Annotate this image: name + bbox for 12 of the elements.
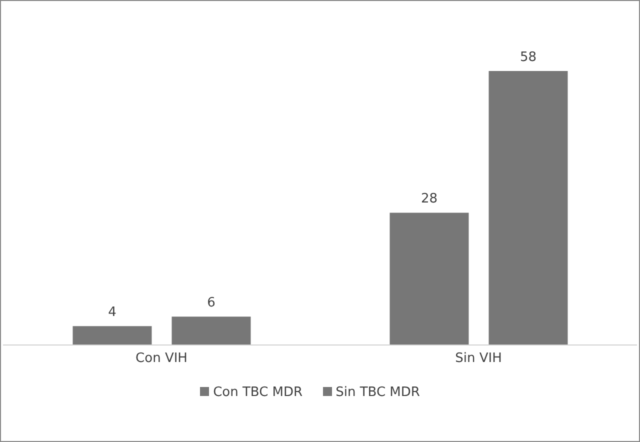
- bar: [172, 316, 251, 345]
- legend-label: Sin TBC MDR: [336, 385, 420, 400]
- data-label: 28: [420, 192, 438, 207]
- bar: [72, 326, 152, 345]
- bar: [488, 71, 568, 345]
- data-label: 4: [108, 305, 116, 320]
- x-tick-label: Sin VIH: [455, 351, 502, 366]
- data-label: 6: [207, 296, 216, 311]
- legend-label: Con TBC MDR: [213, 385, 303, 400]
- x-tick-label: Con VIH: [136, 351, 188, 366]
- bar: [390, 212, 469, 345]
- data-label: 58: [520, 50, 537, 65]
